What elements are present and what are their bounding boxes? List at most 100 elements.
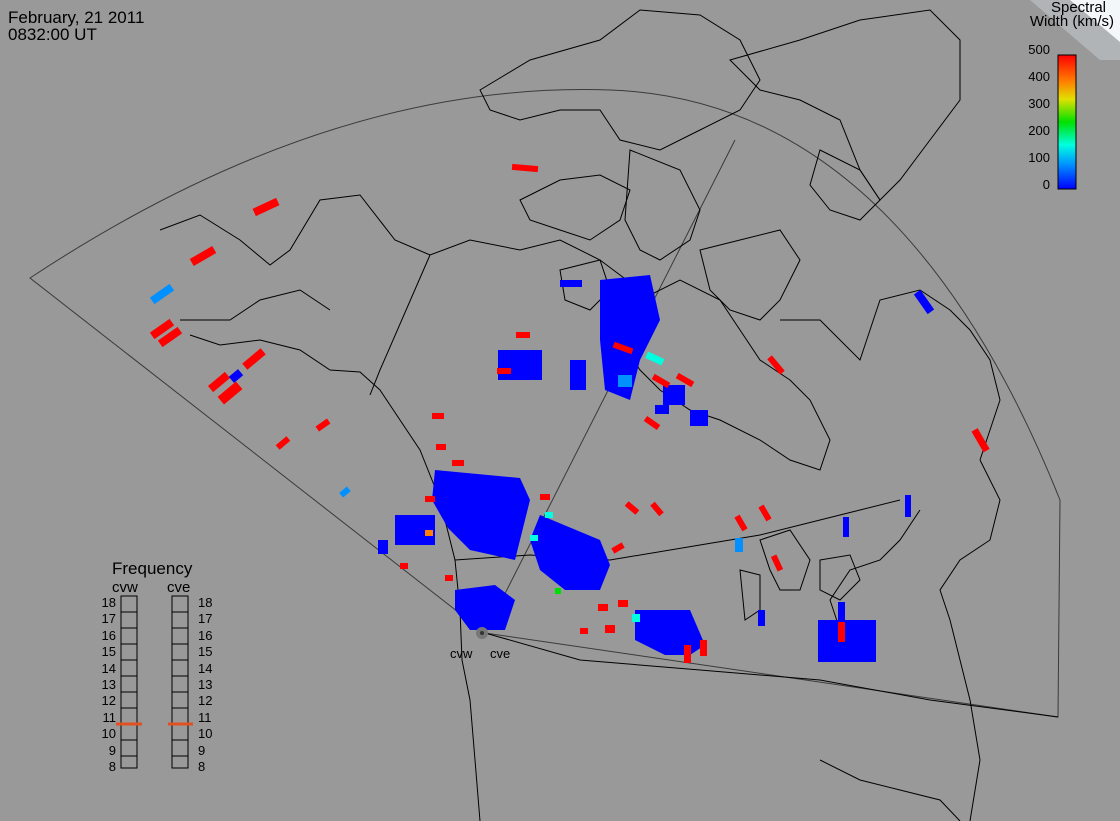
data-cell <box>545 512 553 518</box>
data-cell <box>598 604 608 611</box>
data-cell <box>425 530 433 536</box>
data-cell <box>675 372 695 388</box>
data-cell <box>157 326 183 348</box>
radar-site-dot <box>480 631 484 635</box>
station-label-east: cve <box>490 646 511 661</box>
time-label: 0832:00 UT <box>8 25 97 44</box>
data-cell <box>555 588 561 594</box>
frequency-scale-label: 10 <box>101 726 116 742</box>
frequency-scale-label: 10 <box>198 726 213 742</box>
data-cell <box>735 538 743 552</box>
data-cell <box>339 486 351 498</box>
data-cell <box>530 515 610 590</box>
data-cell <box>570 360 586 390</box>
data-cell <box>734 514 748 532</box>
frequency-scale-label: 9 <box>108 742 116 758</box>
frequency-scale-label: 8 <box>198 759 206 774</box>
frequency-scale-label: 15 <box>198 644 213 660</box>
frequency-scale-label: 11 <box>198 709 212 725</box>
colorbar-tick: 500 <box>1028 42 1050 57</box>
data-cell <box>208 371 230 393</box>
frequency-scale-label: 16 <box>101 627 116 643</box>
data-cell <box>818 620 876 662</box>
data-cell <box>758 504 772 522</box>
data-cell <box>455 585 515 630</box>
data-cell <box>645 351 665 366</box>
frequency-scale-label: 9 <box>198 742 206 758</box>
coastlines <box>159 9 1059 821</box>
frequency-scale-label: 11 <box>102 709 117 725</box>
data-cell <box>618 375 632 387</box>
data-cell <box>600 275 660 400</box>
colorbar-gradient <box>1057 54 1077 190</box>
data-cell <box>560 280 582 287</box>
data-cell <box>643 415 661 431</box>
data-cell <box>530 535 538 541</box>
frequency-boxes <box>120 595 189 769</box>
frequency-scale-label: 8 <box>108 759 116 774</box>
data-cell <box>913 289 935 315</box>
data-cell <box>618 600 628 607</box>
radar-fov-outline <box>29 89 1061 718</box>
data-cell <box>632 614 640 622</box>
corner-shade <box>1030 0 1120 60</box>
data-cell <box>700 640 707 656</box>
data-cell <box>690 410 708 426</box>
date-label: February, 21 2011 <box>8 8 145 27</box>
colorbar-title-line2: Width (km/s) <box>1029 13 1114 30</box>
frequency-scale-label: 12 <box>198 693 213 709</box>
data-cell <box>497 368 511 374</box>
data-cell <box>651 373 671 389</box>
colorbar-tick: 0 <box>1042 177 1050 192</box>
data-cell <box>635 610 705 655</box>
data-cell <box>436 444 446 450</box>
data-cell <box>770 554 784 572</box>
data-cell <box>189 246 217 266</box>
data-cell <box>149 318 175 340</box>
frequency-scale-label: 15 <box>101 644 116 660</box>
data-cell <box>228 369 244 383</box>
colorbar-tick: 200 <box>1028 123 1050 138</box>
data-cell <box>498 350 542 380</box>
data-cell <box>217 381 243 405</box>
frequency-scale-label: 13 <box>198 677 213 692</box>
data-cell <box>611 542 625 554</box>
data-cell <box>445 575 453 581</box>
frequency-scale-label: 17 <box>101 611 116 627</box>
data-cell <box>843 517 849 537</box>
frequency-title: Frequency <box>112 559 193 578</box>
data-cell <box>838 602 845 620</box>
data-cell <box>684 645 691 663</box>
data-cell <box>650 501 664 517</box>
frequency-box-cve <box>171 595 189 769</box>
data-cell <box>511 163 539 173</box>
data-cell <box>400 563 408 569</box>
data-cell <box>758 610 765 626</box>
colorbar-tick: 300 <box>1028 96 1050 111</box>
data-cell <box>452 460 464 466</box>
frequency-radar-right: cve <box>167 579 191 596</box>
data-cell <box>605 625 615 633</box>
data-cell <box>252 197 280 217</box>
corner-wedge <box>1070 0 1120 42</box>
colorbar <box>1057 54 1077 190</box>
data-cell <box>838 622 845 642</box>
data-cell <box>540 494 550 500</box>
radar-data-cells <box>149 163 990 663</box>
frequency-scale-label: 12 <box>101 693 116 709</box>
frequency-box-cvw <box>120 595 138 769</box>
data-cell <box>624 501 640 515</box>
data-cell <box>516 332 530 338</box>
data-cell <box>971 428 990 453</box>
frequency-scale-label: 14 <box>101 660 116 676</box>
data-cell <box>580 628 588 634</box>
data-cell <box>655 405 669 414</box>
frequency-scale-label: 16 <box>198 627 213 643</box>
colorbar-title-line1: Spectral <box>1050 0 1106 16</box>
data-cell <box>767 355 785 375</box>
frequency-scale-label: 17 <box>198 611 213 627</box>
frequency-radar-left: cvw <box>112 579 138 596</box>
data-cell <box>242 348 266 370</box>
